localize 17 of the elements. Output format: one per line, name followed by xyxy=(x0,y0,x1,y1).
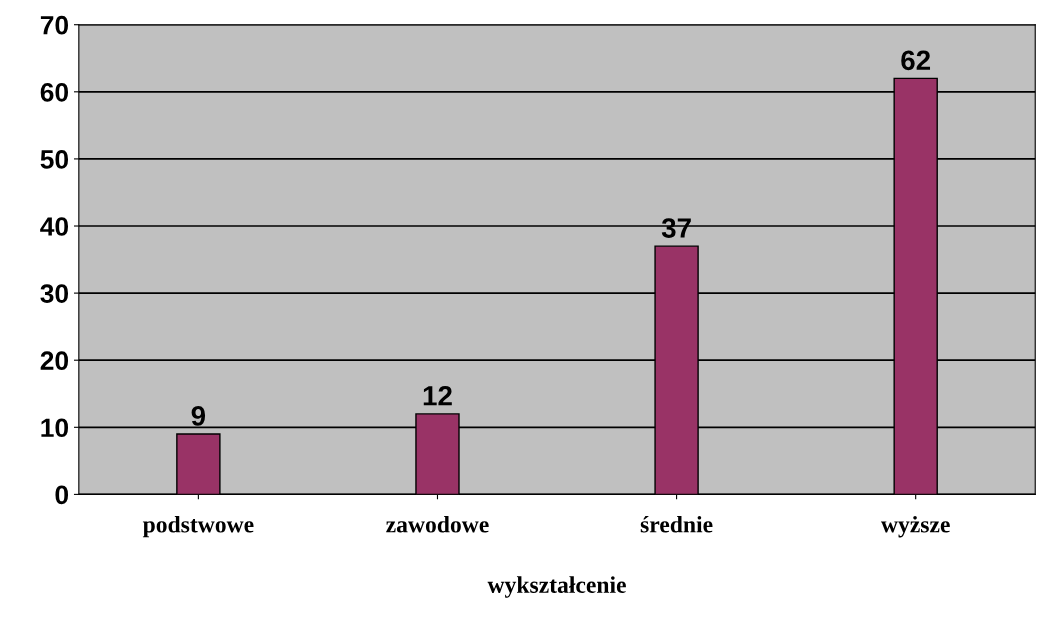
data-label: 12 xyxy=(423,385,452,406)
x-tick-label: zawodowe xyxy=(386,515,489,533)
y-tick-label: 0 xyxy=(55,485,69,505)
data-label: 62 xyxy=(901,50,931,71)
y-tick-label: 40 xyxy=(40,217,69,236)
y-tick-label: 60 xyxy=(40,82,69,102)
x-axis-title: wykształcenie xyxy=(487,576,626,598)
bar xyxy=(176,433,221,495)
x-tick-label: wyższe xyxy=(881,515,950,538)
x-tick-label: średnie xyxy=(640,515,713,533)
x-tick-label: podstwowe xyxy=(142,515,254,538)
y-tick-label: 50 xyxy=(40,150,69,169)
y-tick-label: 20 xyxy=(40,351,69,371)
y-tick-label: 70 xyxy=(40,15,69,35)
y-tick-label: 30 xyxy=(40,284,69,303)
data-label: 9 xyxy=(191,406,206,426)
y-tick-label: 10 xyxy=(41,418,69,438)
